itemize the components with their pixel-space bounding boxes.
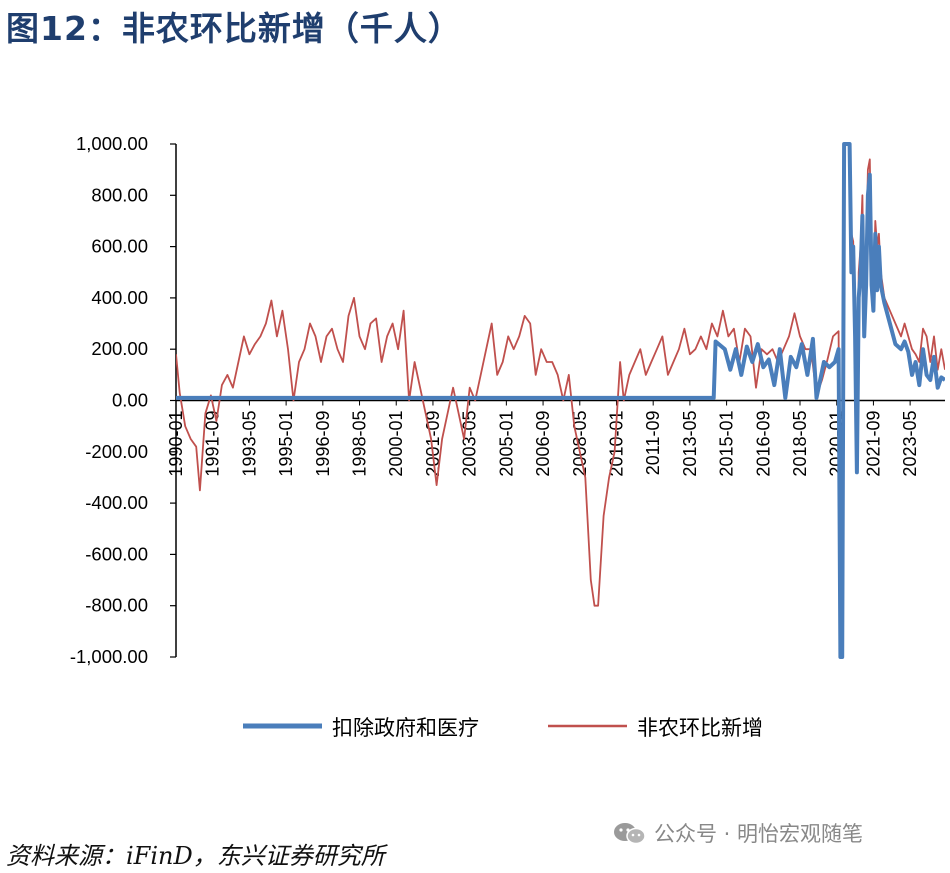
watermark: 公众号 · 明怡宏观随笔	[612, 818, 863, 848]
x-tick-label: 2021-09	[863, 411, 883, 477]
y-tick-label: 0.00	[112, 390, 148, 411]
x-tick-label: 2001-09	[423, 411, 443, 477]
x-tick-label: 1995-01	[276, 411, 296, 477]
x-tick-label: 2003-05	[460, 411, 480, 477]
x-tick-label: 2023-05	[900, 411, 920, 477]
y-tick-label: -200.00	[85, 441, 148, 462]
y-tick-label: 400.00	[91, 287, 148, 308]
y-tick-label: -1,000.00	[70, 646, 148, 667]
y-tick-label: -400.00	[85, 492, 148, 513]
watermark-text: 公众号 · 明怡宏观随笔	[654, 822, 864, 846]
x-tick-label: 2008-05	[570, 411, 590, 477]
series-layer	[176, 142, 945, 659]
x-tick-label: 1998-05	[350, 411, 370, 477]
y-axis: 1,000.00 800.00 600.00 400.00 200.00 0.00 -200…	[70, 133, 177, 667]
x-tick-label: 2016-09	[753, 411, 773, 477]
series-line-ex-gov-health	[176, 142, 945, 659]
y-tick-label: -600.00	[85, 543, 148, 564]
x-tick-label: 1996-09	[313, 411, 333, 477]
x-tick-label: 1993-05	[239, 411, 259, 477]
legend: 扣除政府和医疗 非农环比新增	[243, 716, 763, 740]
x-tick-label: 1991-09	[203, 411, 223, 477]
x-tick-label: 2013-05	[680, 411, 700, 477]
y-tick-label: 1,000.00	[76, 133, 148, 154]
y-tick-label: 800.00	[91, 184, 148, 205]
figure-title: 图12：非农环比新增（千人）	[6, 9, 462, 48]
legend-label-ex-gov-health: 扣除政府和医疗	[332, 716, 479, 740]
x-tick-label: 2015-01	[717, 411, 737, 477]
y-tick-label: 600.00	[91, 236, 148, 257]
y-tick-label: -800.00	[85, 595, 148, 616]
x-tick-label: 2005-01	[496, 411, 516, 477]
x-tick-label: 2011-09	[643, 411, 663, 476]
x-tick-label: 1990-01	[166, 411, 186, 477]
x-tick-label: 2006-09	[533, 411, 553, 477]
x-tick-label: 2000-01	[386, 411, 406, 477]
source-note: 资料来源：iFinD，东兴证券研究所	[6, 842, 385, 870]
legend-label-nfp: 非农环比新增	[637, 716, 763, 740]
wechat-icon	[612, 821, 648, 845]
x-axis: 1990-01 1991-09 1993-05 1995-01 1996-09 1998-…	[166, 399, 945, 477]
x-tick-label: 2018-05	[790, 411, 810, 477]
y-tick-label: 200.00	[91, 338, 148, 359]
x-tick-label: 2010-01	[606, 411, 626, 477]
